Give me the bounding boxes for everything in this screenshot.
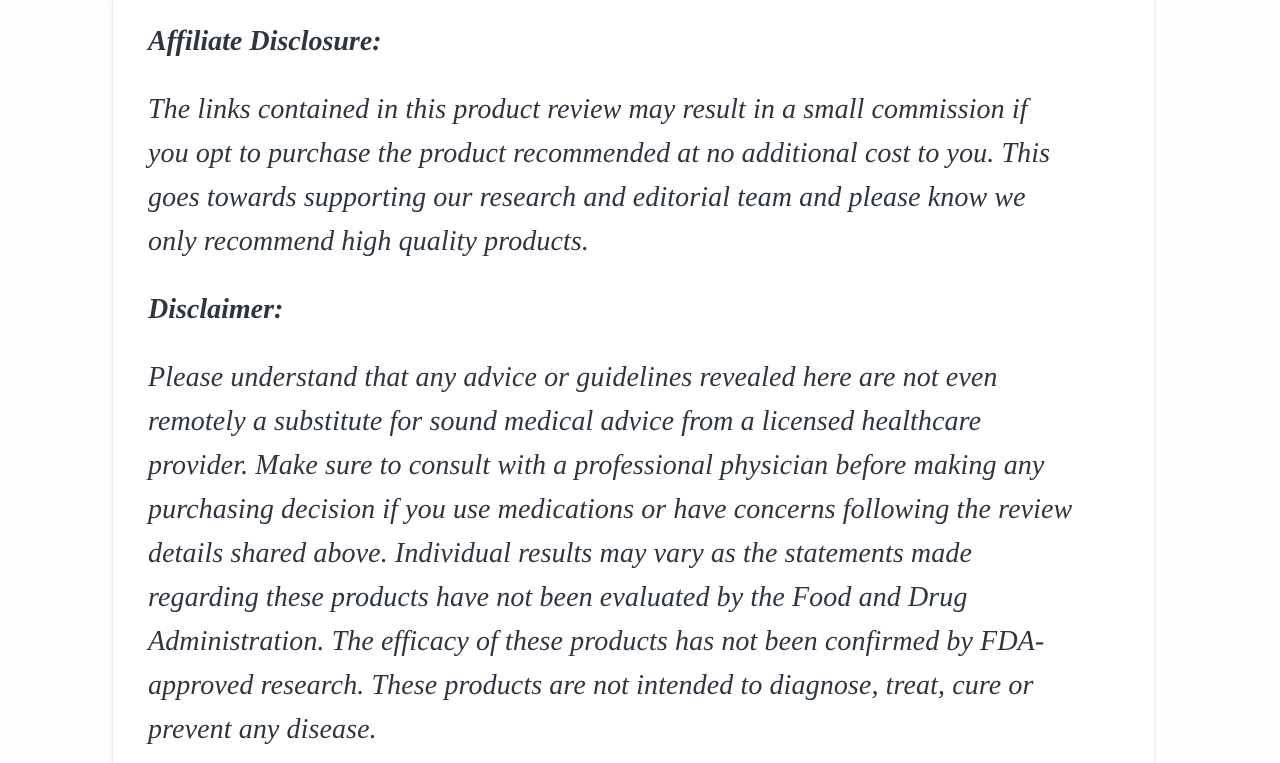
disclaimer-paragraph: Please understand that any advice or gui… bbox=[148, 356, 1148, 752]
text-line: only recommend high quality products. bbox=[148, 226, 589, 257]
text-line: prevent any disease. bbox=[148, 714, 377, 745]
text-line: Please understand that any advice or gui… bbox=[148, 362, 998, 393]
disclaimer-heading: Disclaimer: bbox=[148, 294, 284, 325]
text-line: regarding these products have not been e… bbox=[148, 582, 968, 613]
text-line: you opt to purchase the product recommen… bbox=[148, 138, 1051, 169]
affiliate-disclosure-heading: Affiliate Disclosure: bbox=[148, 26, 382, 57]
text-line: Administration. The efficacy of these pr… bbox=[148, 626, 1045, 657]
text-line: The links contained in this product revi… bbox=[148, 94, 1028, 125]
text-line: provider. Make sure to consult with a pr… bbox=[148, 450, 1045, 481]
section-affiliate-disclosure: Affiliate Disclosure: The links containe… bbox=[148, 20, 1148, 264]
text-line: approved research. These products are no… bbox=[148, 670, 1034, 701]
affiliate-disclosure-paragraph: The links contained in this product revi… bbox=[148, 88, 1148, 264]
text-line: goes towards supporting our research and… bbox=[148, 182, 1026, 213]
text-line: purchasing decision if you use medicatio… bbox=[148, 494, 1073, 525]
text-line: details shared above. Individual results… bbox=[148, 538, 972, 569]
section-disclaimer: Disclaimer: Please understand that any a… bbox=[148, 288, 1148, 752]
text-line: remotely a substitute for sound medical … bbox=[148, 406, 982, 437]
article-content-card: Affiliate Disclosure: The links containe… bbox=[112, 0, 1155, 763]
